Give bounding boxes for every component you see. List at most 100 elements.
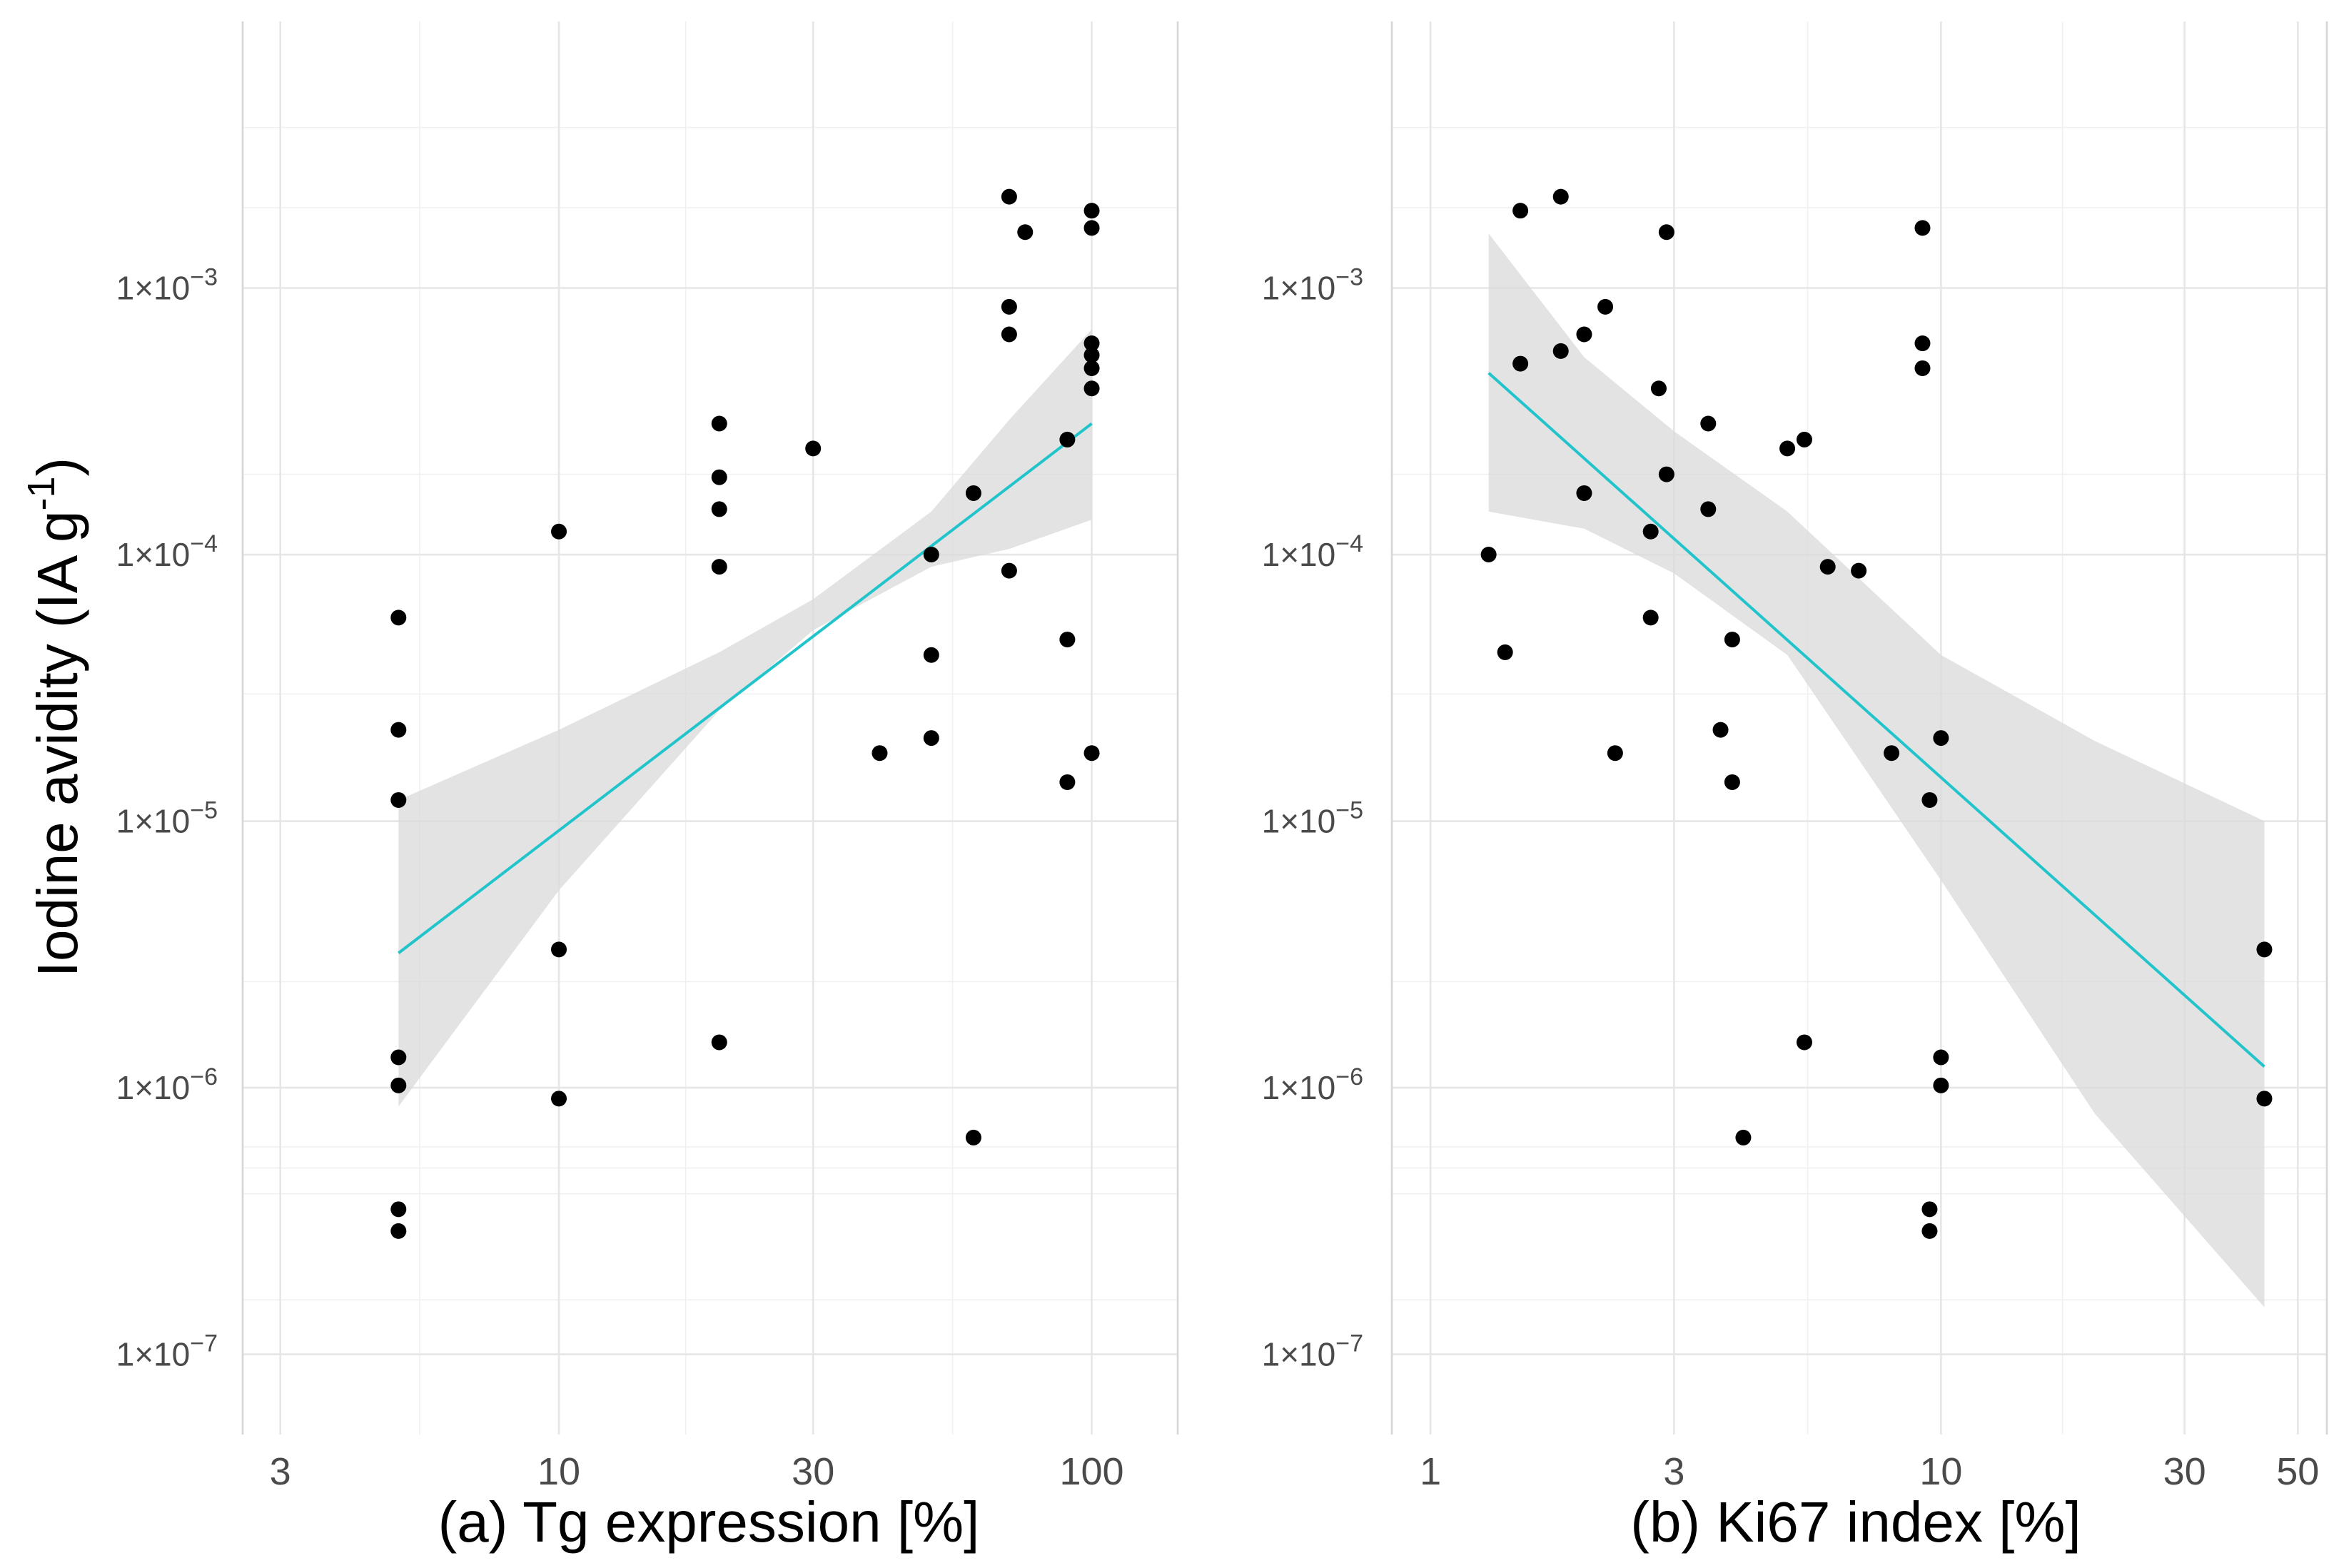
y-tick-base: 1×10 [1262, 1336, 1336, 1373]
data-point [390, 722, 407, 738]
panel-a-major-grid [243, 21, 1178, 1435]
data-point [390, 1049, 407, 1066]
y-tick-base: 1×10 [116, 1069, 191, 1106]
panel-a-x-tick-labels: 3 10 30 100 [270, 1450, 1124, 1493]
data-point [1933, 1077, 1949, 1093]
y-tick-base: 1×10 [116, 270, 191, 307]
x-tick-label: 50 [2276, 1450, 2319, 1493]
data-point [1735, 1129, 1752, 1145]
y-tick-exponent: −5 [1335, 797, 1363, 824]
data-point [1933, 1049, 1949, 1066]
x-tick-label: 3 [1663, 1450, 1684, 1493]
data-point [1884, 745, 1900, 762]
data-point [1700, 501, 1717, 517]
x-tick-label: 10 [1919, 1450, 1962, 1493]
y-tick-base: 1×10 [1262, 536, 1336, 573]
data-point [1914, 335, 1931, 352]
data-point [390, 610, 407, 626]
y-tick-exponent: −4 [190, 530, 218, 557]
data-point [1914, 360, 1931, 376]
y-tick-exponent: −6 [190, 1063, 218, 1091]
data-point [1083, 745, 1100, 762]
data-point [1576, 326, 1592, 343]
y-tick-base: 1×10 [116, 803, 191, 840]
data-point [1597, 298, 1614, 315]
x-tick-label: 10 [537, 1450, 580, 1493]
y-tick-label: 1×10−4 [116, 530, 218, 573]
data-point [1933, 730, 1949, 747]
data-point [923, 647, 939, 663]
y-tick-label: 1×10−3 [1262, 264, 1363, 307]
data-point [1642, 523, 1659, 540]
panel-b-frame [1390, 21, 2328, 1435]
panel-b-x-axis-title: (b) Ki67 index [%] [1630, 1490, 2081, 1554]
data-point [1001, 562, 1017, 579]
panel-b: 1 3 10 30 50 1×10−71×10−61×10−51×10−41×10−3 … [1262, 21, 2328, 1554]
x-tick-label: 30 [2163, 1450, 2206, 1493]
data-point [1921, 1223, 1938, 1239]
data-point [805, 440, 822, 457]
data-point [1480, 547, 1497, 563]
data-point [1001, 298, 1017, 315]
data-point [1083, 220, 1100, 236]
data-point [711, 559, 727, 575]
regression-line [398, 422, 1093, 954]
data-point [923, 730, 939, 747]
y-tick-base: 1×10 [1262, 803, 1336, 840]
data-point [1851, 562, 1867, 579]
data-point [1650, 380, 1667, 397]
data-point [1083, 335, 1100, 352]
data-point [551, 941, 567, 958]
data-point [1724, 632, 1740, 648]
panel-a: 3 10 30 100 1×10−71×10−61×10−51×10−41×10−3 … [116, 21, 1179, 1554]
data-point [390, 1201, 407, 1218]
data-point [1083, 347, 1100, 363]
y-axis-title-main: Iodine avidity (IA g [26, 510, 89, 977]
data-point [711, 501, 727, 517]
panel-a-frame [241, 21, 1179, 1435]
data-point [1083, 203, 1100, 219]
data-point [390, 1223, 407, 1239]
data-point [1017, 224, 1034, 241]
data-point [2256, 941, 2273, 958]
y-tick-exponent: −3 [1335, 264, 1363, 291]
data-point [1724, 774, 1740, 790]
y-tick-exponent: −6 [1335, 1063, 1363, 1091]
panel-a-x-axis-title: (a) Tg expression [%] [438, 1490, 980, 1554]
y-tick-base: 1×10 [1262, 1069, 1336, 1106]
data-point [1059, 774, 1076, 790]
data-point [1552, 343, 1569, 359]
y-tick-base: 1×10 [1262, 270, 1336, 307]
panel-b-y-tick-labels: 1×10−71×10−61×10−51×10−41×10−3 [1262, 264, 1363, 1373]
y-tick-exponent: −3 [190, 264, 218, 291]
panel-a-minor-grid [243, 21, 1178, 1435]
y-axis-title-close: ) [26, 457, 89, 477]
y-axis-title-exponent: -1 [20, 476, 63, 510]
data-point [1921, 791, 1938, 808]
x-tick-label: 100 [1059, 1450, 1123, 1493]
y-tick-base: 1×10 [116, 1336, 191, 1373]
data-point [1819, 559, 1836, 575]
panel-a-y-tick-labels: 1×10−71×10−61×10−51×10−41×10−3 [116, 264, 218, 1373]
data-point [1779, 440, 1796, 457]
data-point [1642, 610, 1659, 626]
data-point [1921, 1201, 1938, 1218]
data-point [965, 1129, 981, 1145]
data-point [711, 469, 727, 485]
data-point [1059, 632, 1076, 648]
data-point [551, 523, 567, 540]
data-point [1512, 355, 1529, 372]
data-point [1552, 188, 1569, 205]
data-point [1712, 722, 1729, 738]
data-point [1059, 431, 1076, 447]
data-point [1607, 745, 1623, 762]
data-point [1001, 188, 1017, 205]
data-point [1658, 224, 1674, 241]
y-tick-exponent: −7 [190, 1330, 218, 1357]
data-point [1796, 1034, 1812, 1051]
regression-line [1487, 372, 2265, 1068]
data-point [965, 485, 981, 501]
data-point [1576, 485, 1592, 501]
y-tick-base: 1×10 [116, 536, 191, 573]
panel-a-plot-area [390, 188, 1100, 1239]
